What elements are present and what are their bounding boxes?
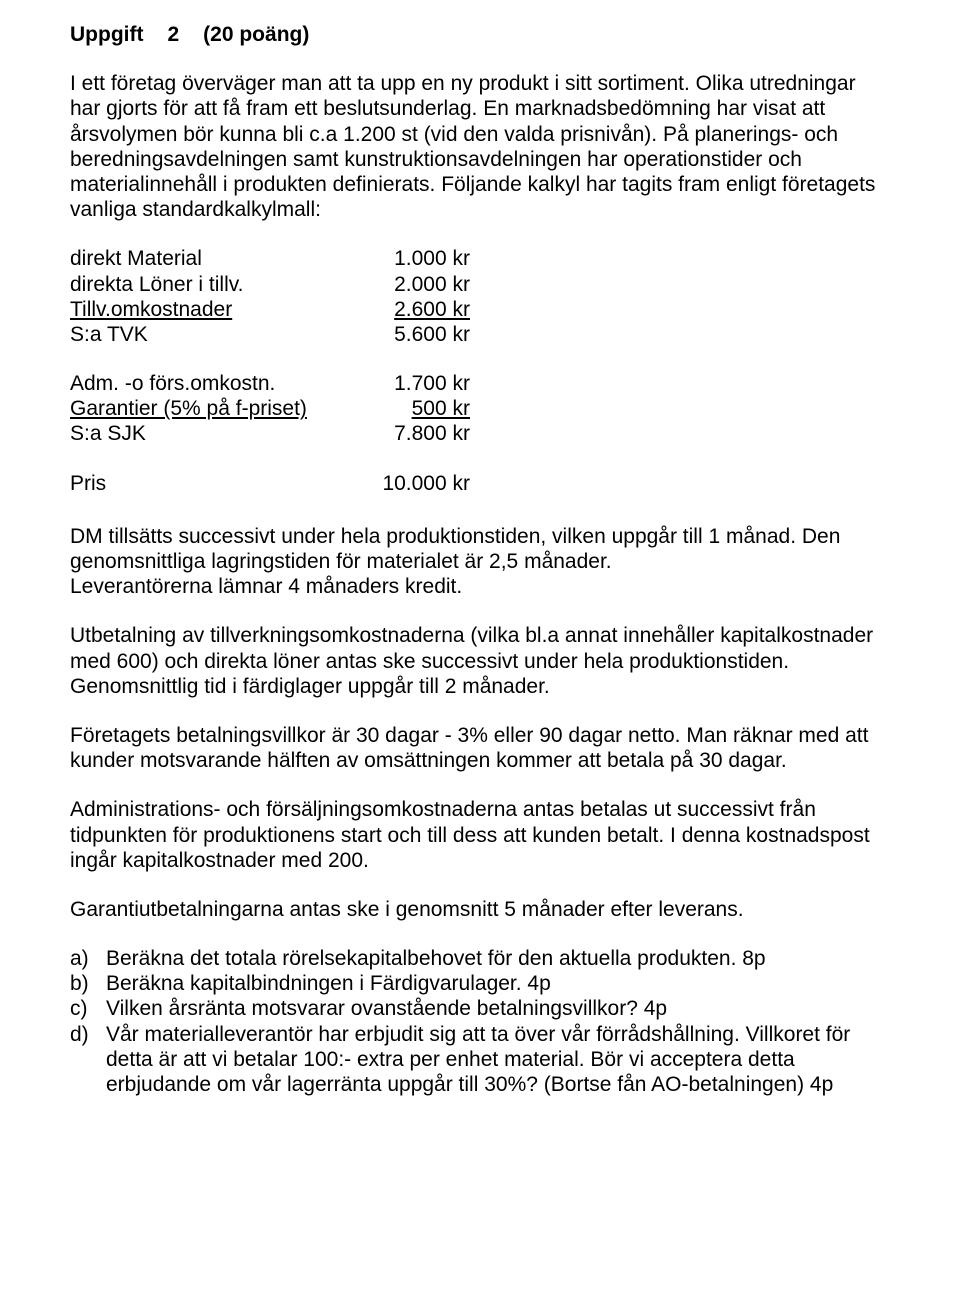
calc-section-3: Pris 10.000 kr [70, 471, 890, 496]
paragraph-text: Leverantörerna lämnar 4 månaders kredit. [70, 574, 890, 599]
question-letter: a) [70, 946, 106, 971]
calc-value: 10.000 kr [350, 471, 470, 496]
calc-row: S:a SJK 7.800 kr [70, 421, 890, 446]
question-letter: c) [70, 996, 106, 1021]
calc-row: S:a TVK 5.600 kr [70, 322, 890, 347]
calc-label: Tillv.omkostnader [70, 297, 350, 322]
calc-value: 1.000 kr [350, 246, 470, 271]
question-item: c) Vilken årsränta motsvarar ovanstående… [70, 996, 890, 1021]
paragraph-text: Företagets betalningsvillkor är 30 dagar… [70, 723, 890, 773]
assignment-title: Uppgift 2 (20 poäng) [70, 22, 890, 47]
calc-value: 7.800 kr [380, 421, 470, 446]
question-text: Beräkna det totala rörelsekapitalbehovet… [106, 946, 890, 971]
question-text: Beräkna kapitalbindningen i Färdigvarula… [106, 971, 890, 996]
paragraph-text: Garantiutbetalningarna antas ske i genom… [70, 897, 890, 922]
calc-value: 2.600 kr [350, 297, 470, 322]
calc-label: S:a SJK [70, 421, 380, 446]
paragraph-text: Utbetalning av tillverkningsomkostnadern… [70, 623, 890, 699]
calc-value: 2.000 kr [350, 272, 470, 297]
question-letter: d) [70, 1022, 106, 1098]
question-text: Vår materialleverantör har erbjudit sig … [106, 1022, 890, 1098]
calc-label: Adm. -o förs.omkostn. [70, 371, 380, 396]
calc-label: Pris [70, 471, 350, 496]
calc-value: 1.700 kr [380, 371, 470, 396]
questions-list: a) Beräkna det totala rörelsekapitalbeho… [70, 946, 890, 1097]
calc-label: S:a TVK [70, 322, 350, 347]
calc-row: Garantier (5% på f-priset) 500 kr [70, 396, 890, 421]
calc-row: Tillv.omkostnader 2.600 kr [70, 297, 890, 322]
calc-label: Garantier (5% på f-priset) [70, 396, 380, 421]
calc-value: 500 kr [380, 396, 470, 421]
calc-value: 5.600 kr [350, 322, 470, 347]
question-letter: b) [70, 971, 106, 996]
intro-paragraph: I ett företag överväger man att ta upp e… [70, 71, 890, 222]
question-item: d) Vår materialleverantör har erbjudit s… [70, 1022, 890, 1098]
calc-row: direkt Material 1.000 kr [70, 246, 890, 271]
paragraph-text: Administrations- och försäljningsomkostn… [70, 797, 890, 873]
question-text: Vilken årsränta motsvarar ovanstående be… [106, 996, 890, 1021]
calc-section-2: Adm. -o förs.omkostn. 1.700 kr Garantier… [70, 371, 890, 447]
calc-label: direkta Löner i tillv. [70, 272, 350, 297]
calc-row: Pris 10.000 kr [70, 471, 890, 496]
question-item: b) Beräkna kapitalbindningen i Färdigvar… [70, 971, 890, 996]
calc-section-1: direkt Material 1.000 kr direkta Löner i… [70, 246, 890, 347]
paragraph-block-1: DM tillsätts successivt under hela produ… [70, 524, 890, 600]
question-item: a) Beräkna det totala rörelsekapitalbeho… [70, 946, 890, 971]
calc-row: Adm. -o förs.omkostn. 1.700 kr [70, 371, 890, 396]
title-points: (20 poäng) [203, 23, 309, 46]
calc-row: direkta Löner i tillv. 2.000 kr [70, 272, 890, 297]
title-label: Uppgift [70, 23, 143, 46]
title-number: 2 [167, 23, 179, 46]
calc-label: direkt Material [70, 246, 350, 271]
paragraph-text: DM tillsätts successivt under hela produ… [70, 524, 890, 574]
